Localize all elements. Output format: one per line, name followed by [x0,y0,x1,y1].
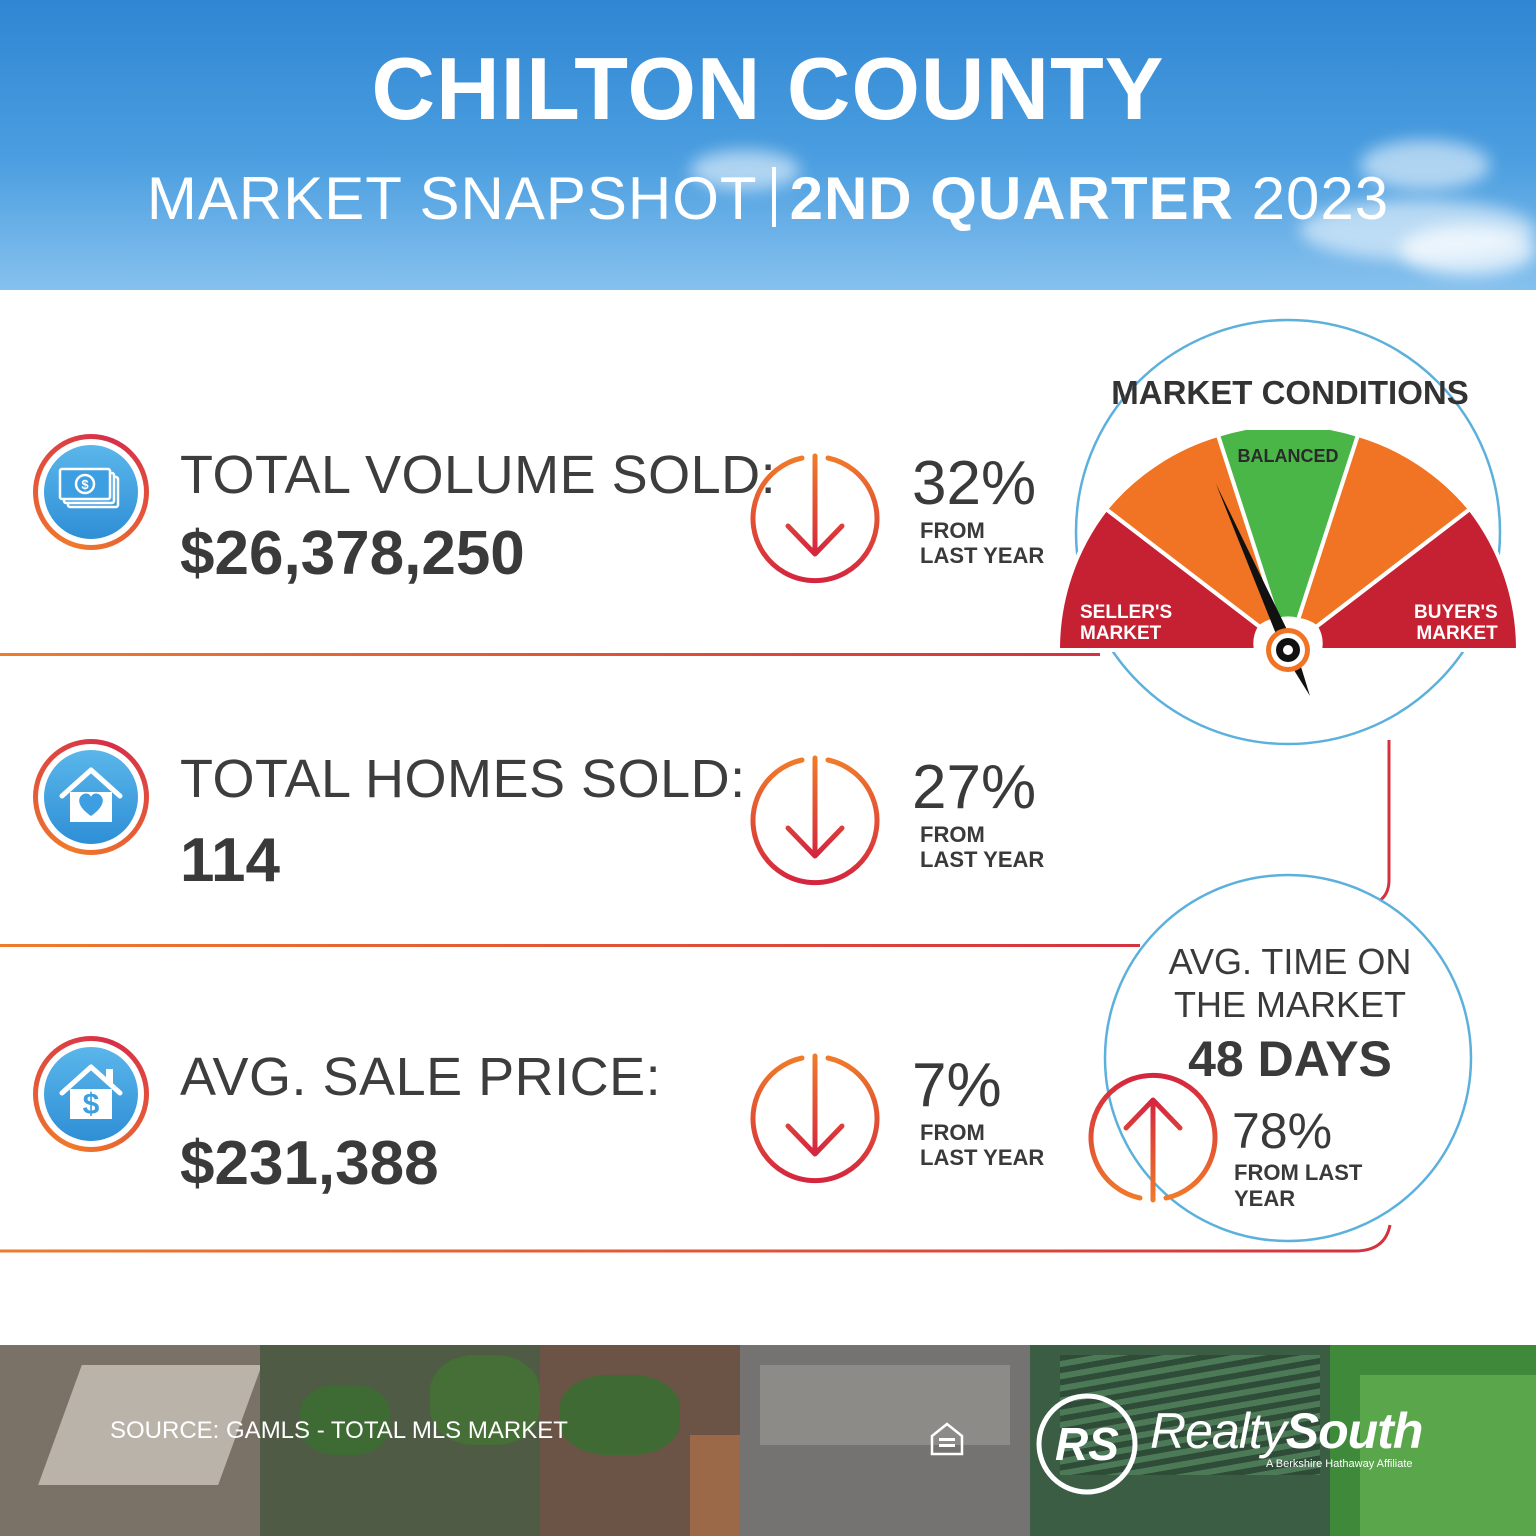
logo-letters: RS [1055,1418,1119,1470]
page-subtitle: MARKET SNAPSHOT 2ND QUARTER 2023 [0,164,1536,233]
brand-name: RealtySouth [1150,1403,1423,1459]
total-volume-label: TOTAL VOLUME SOLD: [180,445,777,505]
svg-text:$: $ [83,1088,100,1121]
time-on-market-from: FROM LAST YEAR [1234,1160,1363,1211]
money-bills-icon: $ [33,434,149,550]
header-banner: CHILTON COUNTY MARKET SNAPSHOT 2ND QUARTE… [0,0,1536,290]
equal-housing-icon [930,1422,964,1456]
time-on-market-value: 48 DAYS [1188,1031,1392,1087]
avg-sale-price-change: 7% [912,1051,1002,1120]
total-volume-change: 32% [912,449,1037,518]
avg-sale-price-value: $231,388 [180,1129,439,1198]
avg-sale-price-from: FROM LAST YEAR [920,1120,1045,1170]
page-title: CHILTON COUNTY [371,39,1165,138]
connector-graphics [0,318,1502,1253]
down-arrow-icon [750,453,880,584]
subtitle-divider [771,167,776,227]
total-homes-value: 114 [180,826,281,895]
realtysouth-logo-icon: RS [1036,1393,1138,1495]
footer-photo [0,1345,1536,1536]
total-homes-from: FROM LAST YEAR [920,822,1045,872]
total-volume-from: FROM LAST YEAR [920,518,1045,568]
market-gauge [1058,430,1520,696]
subtitle-year: 2023 [1251,165,1390,232]
subtitle-quarter: 2ND QUARTER [789,165,1234,232]
house-heart-icon [33,739,149,855]
source-note: SOURCE: GAMLS - TOTAL MLS MARKET [110,1417,568,1444]
down-arrow-icon [750,1053,880,1184]
gauge-balanced-label: BALANCED [1237,446,1339,466]
down-arrow-icon [750,755,880,886]
svg-text:$: $ [81,477,89,492]
subtitle-market-snapshot: MARKET SNAPSHOT [146,165,758,232]
brand-tagline: A Berkshire Hathaway Affiliate [1266,1458,1413,1470]
time-on-market-change: 78% [1232,1103,1333,1159]
market-conditions-title: MARKET CONDITIONS [1111,374,1469,411]
house-dollar-icon: $ [33,1036,149,1152]
gauge-buyers-label: BUYER'S MARKET [1414,602,1498,644]
time-on-market-title: AVG. TIME ON THE MARKET [1168,941,1412,1025]
total-volume-value: $26,378,250 [180,519,525,588]
gauge-sellers-label: SELLER'S MARKET [1080,602,1173,644]
row-divider [0,944,1140,947]
up-arrow-icon [1088,1072,1218,1203]
total-homes-label: TOTAL HOMES SOLD: [180,749,746,809]
total-homes-change: 27% [912,753,1037,822]
row-divider [0,653,1100,656]
avg-sale-price-label: AVG. SALE PRICE: [180,1047,662,1107]
